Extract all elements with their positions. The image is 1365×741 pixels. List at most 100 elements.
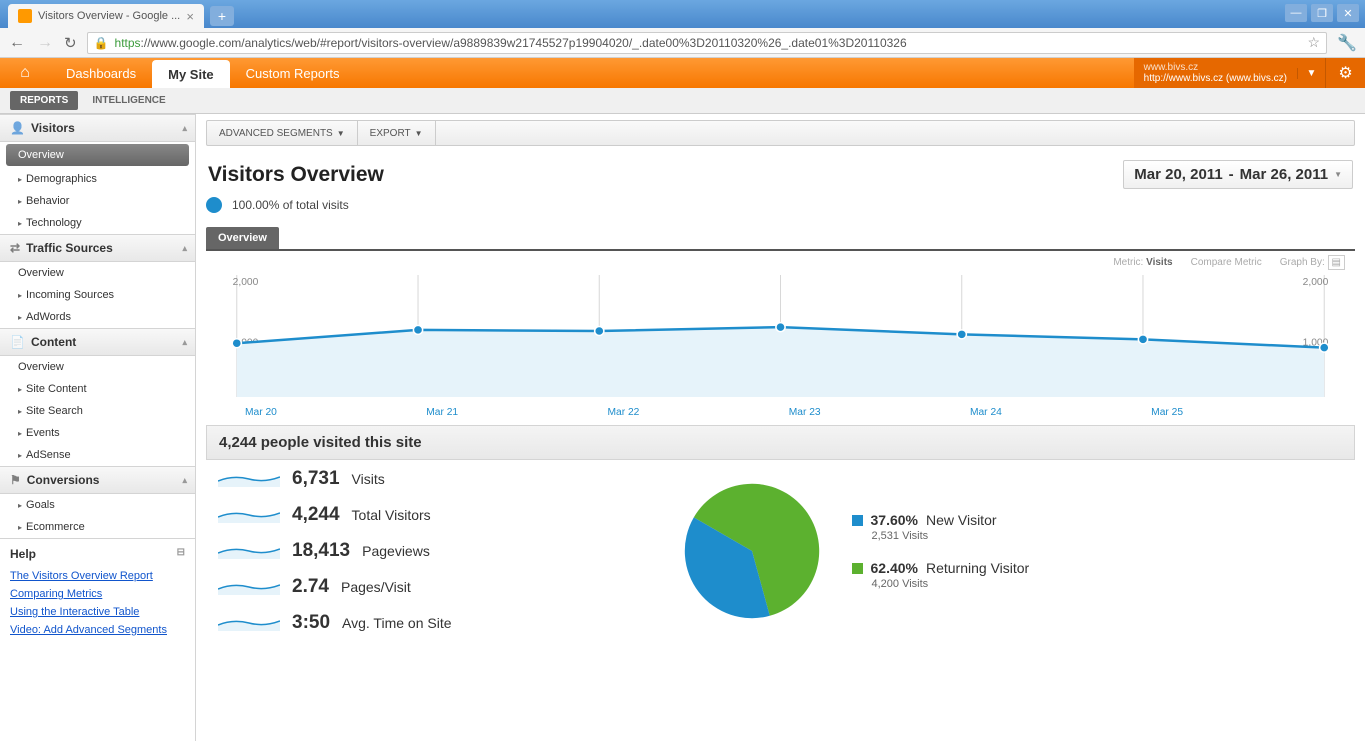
sidebar-item-ecommerce[interactable]: ▸Ecommerce [0,516,195,538]
settings-gear-icon[interactable]: ⚙ [1325,58,1365,88]
expand-arrow-icon: ▸ [18,175,22,184]
nav-tab-dashboards[interactable]: Dashboards [50,58,152,88]
chevron-down-icon: ▼ [1334,170,1342,179]
sidebar-item-demographics[interactable]: ▸Demographics [0,168,195,190]
date-range-picker[interactable]: Mar 20, 2011 - Mar 26, 2011 ▼ [1123,160,1353,189]
collapse-icon: ▴ [182,123,187,134]
svg-text:Mar 21: Mar 21 [426,407,458,418]
visits-chart: Metric: Visits Compare Metric Graph By: … [206,249,1355,421]
sidebar-item-goals[interactable]: ▸Goals [0,494,195,516]
help-panel: Help ⊟ The Visitors Overview ReportCompar… [0,538,195,647]
expand-arrow-icon: ▸ [18,197,22,206]
expand-arrow-icon: ▸ [18,291,22,300]
visitor-type-pie-chart [682,481,822,621]
address-bar: ← → ↻ 🔒 https://www.google.com/analytics… [0,28,1365,58]
back-button[interactable]: ← [8,34,26,52]
reload-button[interactable]: ↻ [64,34,77,52]
legend-swatch-icon [852,515,863,526]
help-link[interactable]: Using the Interactive Table [10,603,185,621]
account-domain-main: http://www.bivs.cz (www.bivs.cz) [1144,73,1287,84]
help-link[interactable]: The Visitors Overview Report [10,567,185,585]
sidebar: 👤Visitors▴Overview▸Demographics▸Behavior… [0,114,196,741]
chevron-down-icon: ▼ [415,129,423,138]
account-domain-small: www.bivs.cz [1144,62,1287,73]
date-from: Mar 20, 2011 [1134,166,1222,183]
sidebar-item-behavior[interactable]: ▸Behavior [0,190,195,212]
sidebar-section-traffic-sources[interactable]: ⇄Traffic Sources▴ [0,234,195,262]
url-scheme: https [115,36,141,50]
sidebar-item-overview[interactable]: Overview [0,356,195,378]
expand-arrow-icon: ▸ [18,429,22,438]
page-title: Visitors Overview [208,163,384,187]
help-link[interactable]: Video: Add Advanced Segments [10,621,185,639]
expand-arrow-icon: ▸ [18,385,22,394]
section-icon: ⚑ [10,473,21,487]
sidebar-item-technology[interactable]: ▸Technology [0,212,195,234]
sidebar-section-content[interactable]: 📄Content▴ [0,328,195,356]
window-minimize-icon[interactable]: — [1285,4,1307,22]
sidebar-section-conversions[interactable]: ⚑Conversions▴ [0,466,195,494]
browser-tab-strip: Visitors Overview - Google ... × + — ❐ ✕ [0,0,1365,28]
metric-visits[interactable]: 6,731 Visits [218,468,452,490]
home-icon[interactable]: ⌂ [0,64,50,82]
new-tab-button[interactable]: + [210,6,234,26]
svg-text:Mar 23: Mar 23 [789,407,821,418]
nav-tab-my-site[interactable]: My Site [152,60,230,88]
expand-arrow-icon: ▸ [18,451,22,460]
subnav-reports[interactable]: REPORTS [10,91,78,110]
nav-tab-custom-reports[interactable]: Custom Reports [230,58,356,88]
window-close-icon[interactable]: ✕ [1337,4,1359,22]
sidebar-item-site-search[interactable]: ▸Site Search [0,400,195,422]
graph-by-icon[interactable]: ▤ [1328,255,1345,270]
sidebar-item-adsense[interactable]: ▸AdSense [0,444,195,466]
chevron-down-icon: ▼ [337,129,345,138]
overview-tab[interactable]: Overview [206,227,279,249]
total-visits-label: 100.00% of total visits [232,198,349,212]
metric-avg--time-on-site[interactable]: 3:50 Avg. Time on Site [218,612,452,634]
advanced-segments-button[interactable]: ADVANCED SEGMENTS▼ [207,120,358,146]
forward-button[interactable]: → [36,34,54,52]
sidebar-item-events[interactable]: ▸Events [0,422,195,444]
export-button[interactable]: EXPORT▼ [358,120,436,146]
section-icon: 📄 [10,335,25,349]
sidebar-item-overview[interactable]: Overview [6,144,189,166]
tab-close-icon[interactable]: × [186,9,194,24]
sidebar-item-site-content[interactable]: ▸Site Content [0,378,195,400]
expand-arrow-icon: ▸ [18,407,22,416]
date-to: Mar 26, 2011 [1240,166,1328,183]
expand-arrow-icon: ▸ [18,501,22,510]
tab-favicon-icon [18,9,32,23]
metric-total-visitors[interactable]: 4,244 Total Visitors [218,504,452,526]
sidebar-item-incoming-sources[interactable]: ▸Incoming Sources [0,284,195,306]
expand-arrow-icon: ▸ [18,219,22,228]
legend-swatch-icon [852,563,863,574]
account-selector[interactable]: www.bivs.cz http://www.bivs.cz (www.bivs… [1134,58,1365,88]
help-link[interactable]: Comparing Metrics [10,585,185,603]
bookmark-star-icon[interactable]: ☆ [1308,34,1321,51]
window-maximize-icon[interactable]: ❐ [1311,4,1333,22]
toolbar: ADVANCED SEGMENTS▼ EXPORT▼ [206,120,1355,146]
sidebar-section-visitors[interactable]: 👤Visitors▴ [0,114,195,142]
ga-primary-nav: ⌂ DashboardsMy SiteCustom Reports www.bi… [0,58,1365,88]
section-icon: 👤 [10,121,25,135]
tab-title: Visitors Overview - Google ... [38,10,180,22]
compare-metric-button[interactable]: Compare Metric [1191,257,1262,268]
metric-pageviews[interactable]: 18,413 Pageviews [218,540,452,562]
browser-tab[interactable]: Visitors Overview - Google ... × [8,4,204,28]
svg-text:Mar 22: Mar 22 [607,407,639,418]
account-dropdown-icon[interactable]: ▼ [1297,68,1325,79]
legend-returning-visitor: 62.40%Returning Visitor4,200 Visits [852,560,1030,590]
help-heading: Help [10,547,36,561]
url-input[interactable]: 🔒 https://www.google.com/analytics/web/#… [87,32,1328,54]
content-area: ADVANCED SEGMENTS▼ EXPORT▼ Visitors Over… [196,114,1365,741]
sidebar-item-overview[interactable]: Overview [0,262,195,284]
url-text: ://www.google.com/analytics/web/#report/… [141,36,907,50]
svg-text:Mar 24: Mar 24 [970,407,1002,418]
subnav-intelligence[interactable]: INTELLIGENCE [82,91,175,110]
sidebar-item-adwords[interactable]: ▸AdWords [0,306,195,328]
metric-pages-visit[interactable]: 2.74 Pages/Visit [218,576,452,598]
wrench-menu-icon[interactable]: 🔧 [1337,33,1357,53]
legend-new-visitor: 37.60%New Visitor2,531 Visits [852,512,1030,542]
lock-icon: 🔒 [94,36,109,50]
help-collapse-icon[interactable]: ⊟ [177,547,185,561]
